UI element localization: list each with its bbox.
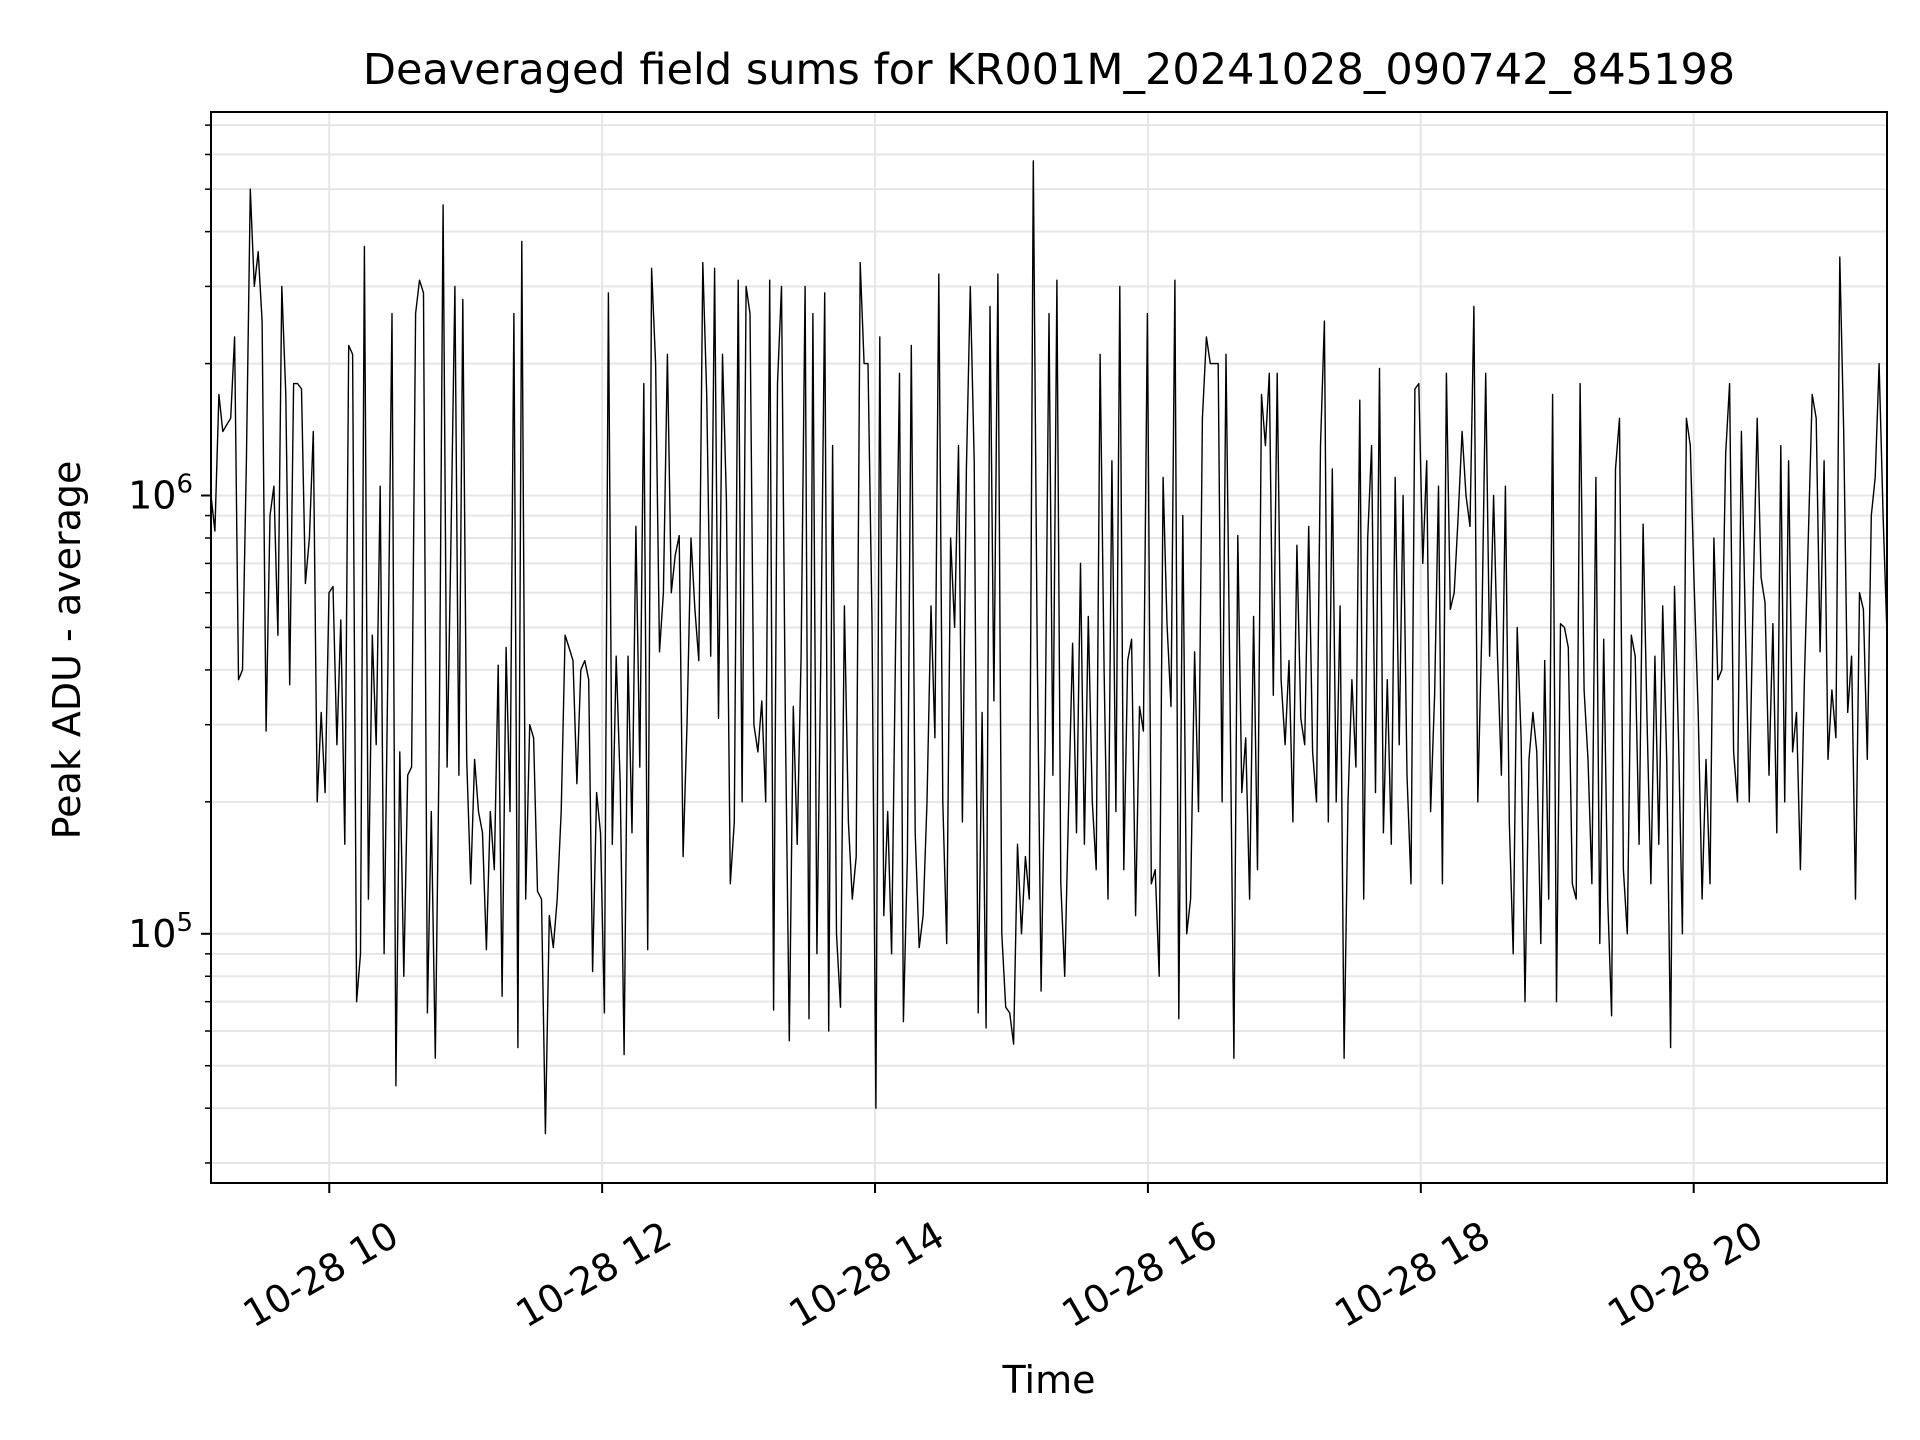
series-line	[210, 160, 1888, 1135]
y-tick-label: 106	[128, 470, 193, 518]
plot-frame	[210, 111, 1888, 1184]
x-axis-label: Time	[1002, 1358, 1096, 1402]
chart-title: Deaveraged field sums for KR001M_2024102…	[363, 45, 1735, 95]
y-axis-label: Peak ADU - average	[45, 461, 89, 840]
y-tick-label: 105	[128, 908, 193, 956]
